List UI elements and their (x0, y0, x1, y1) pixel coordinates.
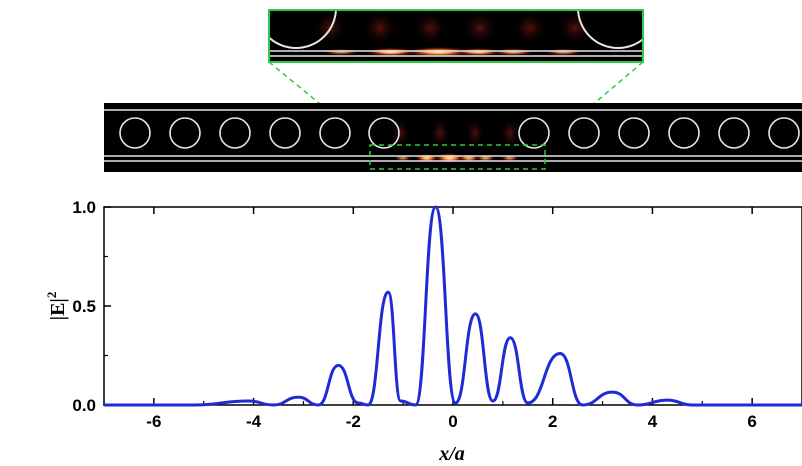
inset-field-spot (492, 48, 535, 56)
data-point (666, 398, 669, 402)
y-axis-label-base: |E| (47, 298, 69, 320)
data-point (491, 399, 495, 403)
data-point (558, 352, 562, 355)
data-point (367, 403, 370, 407)
data-point (414, 403, 417, 407)
rod (368, 117, 400, 149)
x-tick-label: -4 (246, 412, 262, 431)
plot-frame (103, 206, 802, 406)
rod (319, 117, 351, 149)
data-point (636, 403, 639, 407)
data-point (581, 403, 584, 407)
y-axis-label-superscript: 2 (44, 292, 59, 299)
field-lobe (431, 119, 449, 147)
y-tick-label: 0.0 (72, 396, 96, 415)
rod (169, 117, 201, 149)
inset-field-spot (365, 47, 417, 57)
inset-field-lobe (364, 12, 396, 44)
y-tick-label: 0.5 (72, 297, 96, 316)
rod (269, 117, 301, 149)
inset-field-spot (323, 48, 359, 56)
rod (518, 117, 550, 149)
data-point (454, 401, 457, 405)
inset-field-lobe (464, 12, 496, 44)
rod (119, 117, 151, 149)
photonic-crystal-slab (104, 103, 802, 172)
series-line (104, 205, 802, 407)
data-point (317, 403, 320, 407)
data-point (386, 290, 390, 294)
data-point (611, 390, 614, 394)
rod (768, 117, 800, 149)
data-point (337, 364, 340, 367)
inset-rod-right (577, 10, 643, 49)
inset-field-lobe (414, 12, 446, 44)
rod (219, 117, 251, 149)
data-point (474, 312, 477, 316)
inset-field-spot (544, 48, 583, 56)
data-point (272, 403, 275, 407)
inset-field-lobe (559, 12, 591, 44)
inset-field-map (268, 9, 644, 63)
plot-area: -6 -4 -2 0 2 4 6 0.0 0.5 1.0 (72, 198, 802, 431)
x-tick-label: 4 (648, 412, 658, 431)
rod (718, 117, 750, 149)
y-axis-label: |E|2 (44, 292, 69, 321)
data-point (434, 205, 437, 209)
x-tick-label: -2 (346, 412, 361, 431)
field-lobe (391, 119, 409, 147)
data-point (192, 403, 195, 407)
x-tick-label: 6 (747, 412, 756, 431)
field-lobe (501, 119, 519, 147)
inset-field-lobe (514, 12, 546, 44)
inset-rod-left (269, 10, 337, 49)
rod (568, 117, 600, 149)
inset-border (268, 9, 644, 63)
rod (618, 117, 650, 149)
data-point (509, 336, 512, 339)
x-tick-label: 2 (548, 412, 557, 431)
inset-field-spot (404, 47, 473, 57)
data-point (357, 401, 360, 405)
field-lobe (466, 119, 484, 147)
data-point (399, 399, 402, 403)
x-axis-label: x/a (438, 443, 465, 465)
data-point (102, 403, 106, 407)
rod (668, 117, 700, 149)
data-point (526, 401, 529, 405)
data-point (297, 395, 300, 399)
x-tick-label: -6 (146, 412, 161, 431)
x-tick-label: 0 (448, 412, 457, 431)
y-tick-label: 1.0 (72, 198, 96, 217)
inset-field-spot (455, 48, 502, 56)
data-point (247, 399, 250, 403)
data-point (691, 403, 694, 407)
